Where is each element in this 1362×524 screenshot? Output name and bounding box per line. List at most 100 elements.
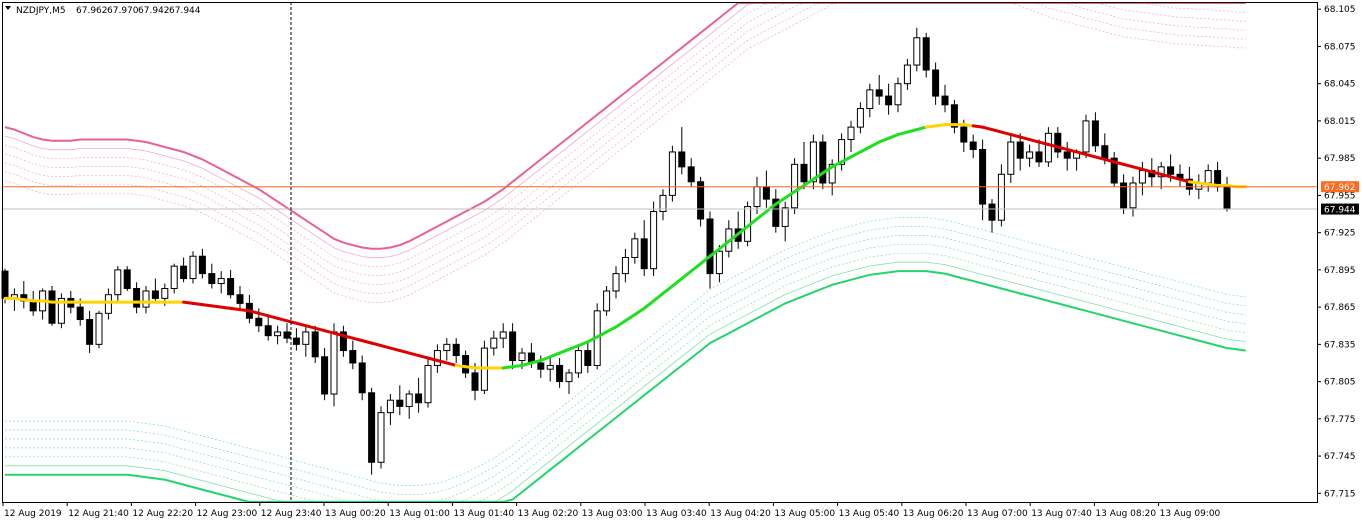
x-tick-label: 13 Aug 06:20 xyxy=(903,509,964,519)
mid-line-segment xyxy=(191,301,204,307)
candle xyxy=(678,127,686,175)
candle-body-bull xyxy=(302,331,310,345)
candle-body-bear xyxy=(283,331,291,339)
candle-body-bear xyxy=(1110,157,1118,184)
mid-line-segment xyxy=(642,299,656,310)
dropdown-arrow-icon[interactable] xyxy=(5,6,11,10)
candle-body-bull xyxy=(603,290,611,312)
mid-line-segment xyxy=(1169,175,1182,181)
mid-line-segment xyxy=(1056,145,1069,151)
x-tick-label: 13 Aug 05:00 xyxy=(774,509,835,519)
ask-box-bg xyxy=(1321,203,1359,215)
candle-body-bear xyxy=(885,95,893,106)
candle-body-bull xyxy=(433,350,441,366)
chart-header: NZDJPY,M5 67.962 67.970 67.942 67.944 xyxy=(5,6,201,16)
candle-body-bear xyxy=(875,89,883,97)
candle xyxy=(894,77,902,113)
candle-body-bull xyxy=(913,37,921,66)
candle xyxy=(913,27,921,72)
mid-line-segment xyxy=(1122,162,1135,169)
candle-body-bear xyxy=(415,393,423,404)
mid-line-segment xyxy=(1018,135,1032,142)
candle xyxy=(509,323,517,370)
candle xyxy=(1054,127,1062,159)
candle-body-bear xyxy=(922,37,930,71)
candle xyxy=(772,189,780,233)
candle-body-bull xyxy=(518,352,526,361)
candle xyxy=(565,369,573,395)
candle xyxy=(640,220,648,277)
candle-body-bear xyxy=(236,294,244,304)
mid-line-segment xyxy=(1112,160,1126,166)
mid-line-segment xyxy=(802,177,815,187)
mid-line-segment xyxy=(1206,182,1220,187)
candle xyxy=(988,199,996,233)
candle-body-bear xyxy=(48,290,56,324)
candle xyxy=(189,251,197,284)
candle-body-bull xyxy=(1082,120,1090,153)
x-tick-label: 13 Aug 01:40 xyxy=(453,509,514,519)
candle-body-bear xyxy=(321,356,329,395)
mid-line-segment xyxy=(595,330,609,339)
x-tick-label: 13 Aug 09:00 xyxy=(1160,509,1221,519)
lower-band-inner-1 xyxy=(5,261,1246,503)
candle-body-bear xyxy=(462,355,470,374)
mid-line-segment xyxy=(1084,152,1097,159)
candle xyxy=(979,139,987,221)
mid-line-segment xyxy=(905,128,919,134)
ask-price-label: 67.944 xyxy=(1324,206,1356,216)
candle xyxy=(208,263,216,289)
mid-line-segment xyxy=(360,339,374,345)
candle-body-bull xyxy=(847,126,855,141)
candle-body-bear xyxy=(358,362,366,394)
lower-band-inner-6 xyxy=(5,217,1246,486)
lower-band-inner-5 xyxy=(5,226,1246,495)
candle xyxy=(133,282,141,314)
candle xyxy=(330,323,338,407)
candle-body-bull xyxy=(753,186,761,208)
candle xyxy=(180,257,188,283)
mid-line-segment xyxy=(219,305,233,310)
candle xyxy=(603,286,611,316)
mid-line-segment xyxy=(1075,150,1088,156)
mid-line-segment xyxy=(12,296,26,302)
mid-line-segment xyxy=(351,336,364,343)
candle xyxy=(659,189,667,221)
candle-body-bull xyxy=(894,83,902,106)
mid-line-segment xyxy=(548,351,562,359)
candle-body-bear xyxy=(1223,186,1231,210)
mid-line-segment xyxy=(1178,177,1191,184)
mid-line-segment xyxy=(435,358,449,365)
x-tick-label: 13 Aug 04:20 xyxy=(710,509,771,519)
mid-line-segment xyxy=(1037,140,1050,147)
mid-line-segment xyxy=(633,306,646,317)
candle xyxy=(903,58,911,90)
candle-body-bull xyxy=(631,238,639,258)
candle xyxy=(321,348,329,401)
y-tick-label: 68.105 xyxy=(1324,5,1356,15)
candle-body-bull xyxy=(574,350,582,374)
mid-line-segment xyxy=(304,324,317,330)
candle xyxy=(236,286,244,309)
candle-body-bear xyxy=(208,273,216,285)
candle-body-bull xyxy=(621,256,629,275)
mid-line-segment xyxy=(623,313,637,323)
x-tick-label: 13 Aug 07:40 xyxy=(1031,509,1092,519)
candle xyxy=(584,340,592,373)
candle-body-bear xyxy=(349,350,357,364)
candle-body-bear xyxy=(678,151,686,168)
candle-body-bear xyxy=(471,372,479,391)
candle xyxy=(922,32,930,78)
candle xyxy=(697,176,705,227)
mid-line-segment xyxy=(868,140,881,149)
mid-line-segment xyxy=(877,136,891,144)
candle xyxy=(114,266,122,301)
candle-body-bear xyxy=(988,203,996,221)
mid-line-segment xyxy=(689,262,703,273)
mid-line-segment xyxy=(1197,181,1210,186)
x-tick-label: 12 Aug 21:40 xyxy=(68,509,129,519)
candle xyxy=(490,330,498,356)
candle xyxy=(48,286,56,326)
mid-line-segment xyxy=(971,124,985,129)
